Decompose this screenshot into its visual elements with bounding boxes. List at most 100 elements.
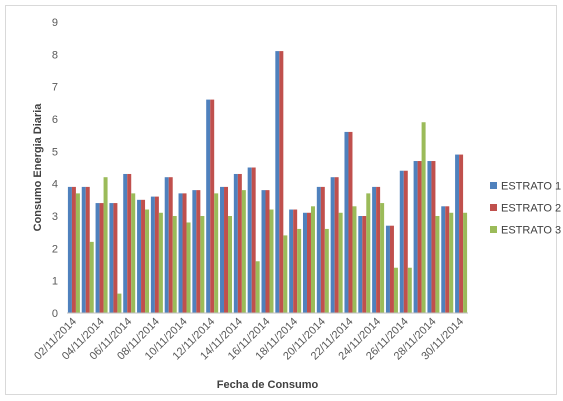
- bar-estrato-1: [206, 99, 211, 313]
- bar-estrato-2: [389, 225, 394, 313]
- y-tick-label: 3: [52, 211, 58, 223]
- bar-estrato-3: [241, 190, 246, 313]
- bar-marks: [67, 51, 468, 313]
- bar-estrato-3: [186, 222, 191, 313]
- y-tick-label: 8: [52, 49, 58, 61]
- x-axis-title: Fecha de Consumo: [217, 379, 319, 391]
- bar-estrato-2: [320, 186, 325, 313]
- bar-estrato-1: [302, 212, 307, 313]
- y-tick-label: 0: [52, 308, 58, 320]
- bar-estrato-2: [99, 203, 104, 313]
- bar-estrato-3: [255, 261, 260, 313]
- bar-estrato-1: [372, 186, 377, 313]
- bar-estrato-1: [261, 190, 266, 313]
- bar-estrato-2: [279, 51, 284, 313]
- bar-estrato-1: [427, 161, 432, 313]
- bar-estrato-2: [431, 161, 436, 313]
- bar-estrato-1: [247, 167, 252, 313]
- bar-estrato-3: [145, 209, 150, 313]
- bar-estrato-3: [228, 216, 233, 313]
- bar-estrato-2: [362, 216, 367, 313]
- bar-estrato-2: [306, 212, 311, 313]
- bar-estrato-3: [449, 212, 454, 313]
- bar-estrato-1: [81, 186, 86, 313]
- bar-estrato-3: [117, 293, 122, 313]
- bar-estrato-3: [172, 216, 177, 313]
- y-tick-label: 6: [52, 114, 58, 126]
- bar-estrato-3: [310, 206, 315, 313]
- legend-label: ESTRATO 3: [501, 225, 561, 237]
- bar-estrato-3: [75, 193, 80, 313]
- bar-estrato-1: [164, 177, 169, 313]
- bar-estrato-2: [293, 209, 298, 313]
- legend: ESTRATO 1 ESTRATO 2 ESTRATO 3: [490, 181, 561, 237]
- y-tick-label: 9: [52, 17, 58, 29]
- bar-estrato-1: [330, 177, 335, 313]
- bar-estrato-1: [413, 161, 418, 313]
- bar-estrato-2: [459, 154, 464, 313]
- y-tick-label: 2: [52, 243, 58, 255]
- bar-estrato-2: [127, 173, 132, 313]
- legend-label: ESTRATO 2: [501, 203, 561, 215]
- bar-estrato-3: [407, 267, 412, 313]
- bar-estrato-2: [237, 173, 242, 313]
- bar-estrato-2: [141, 199, 146, 313]
- bar-estrato-1: [455, 154, 460, 313]
- bar-estrato-1: [109, 203, 114, 313]
- bar-estrato-3: [158, 212, 163, 313]
- bar-estrato-1: [344, 131, 349, 313]
- bar-estrato-1: [192, 190, 197, 313]
- legend-swatch: [490, 182, 497, 189]
- bar-estrato-2: [85, 186, 90, 313]
- bar-estrato-3: [131, 193, 136, 313]
- bar-estrato-2: [196, 190, 201, 313]
- bar-estrato-1: [220, 186, 225, 313]
- y-tick-label: 1: [52, 276, 58, 288]
- bar-estrato-2: [224, 186, 229, 313]
- y-axis-title: Consumo Energia Diaria: [32, 103, 44, 232]
- bar-estrato-1: [399, 170, 404, 313]
- x-axis-ticks: 02/11/201404/11/201406/11/201408/11/2014…: [32, 316, 466, 363]
- bar-estrato-2: [403, 170, 408, 313]
- bar-estrato-3: [352, 206, 357, 313]
- bar-estrato-2: [376, 186, 381, 313]
- bar-estrato-1: [178, 193, 183, 313]
- bar-estrato-1: [67, 186, 72, 313]
- bar-estrato-2: [168, 177, 173, 313]
- bar-estrato-1: [123, 173, 128, 313]
- bar-estrato-2: [445, 206, 450, 313]
- bar-estrato-1: [150, 196, 155, 313]
- bar-estrato-1: [385, 225, 390, 313]
- bar-estrato-1: [137, 199, 142, 313]
- y-tick-label: 5: [52, 146, 58, 158]
- bar-estrato-3: [380, 203, 385, 313]
- legend-swatch: [490, 204, 497, 211]
- bar-estrato-1: [289, 209, 294, 313]
- legend-swatch: [490, 226, 497, 233]
- bar-estrato-2: [113, 203, 118, 313]
- y-tick-label: 7: [52, 82, 58, 94]
- bar-estrato-3: [269, 209, 274, 313]
- bar-estrato-2: [154, 196, 159, 313]
- bar-estrato-3: [89, 241, 94, 313]
- bar-estrato-2: [417, 161, 422, 313]
- legend-label: ESTRATO 1: [501, 181, 561, 193]
- bar-estrato-3: [283, 235, 288, 313]
- bar-estrato-3: [393, 267, 398, 313]
- bar-estrato-2: [348, 131, 353, 313]
- bar-estrato-1: [275, 51, 280, 313]
- bar-estrato-3: [297, 228, 302, 313]
- bar-estrato-1: [441, 206, 446, 313]
- bar-estrato-2: [210, 99, 215, 313]
- bar-estrato-1: [316, 186, 321, 313]
- bar-estrato-2: [334, 177, 339, 313]
- bar-estrato-3: [421, 122, 426, 313]
- bar-estrato-1: [358, 216, 363, 313]
- bar-estrato-2: [71, 186, 76, 313]
- bar-estrato-3: [103, 177, 108, 313]
- bar-estrato-2: [251, 167, 256, 313]
- bar-estrato-2: [182, 193, 187, 313]
- bar-estrato-2: [265, 190, 270, 313]
- bar-estrato-3: [324, 228, 329, 313]
